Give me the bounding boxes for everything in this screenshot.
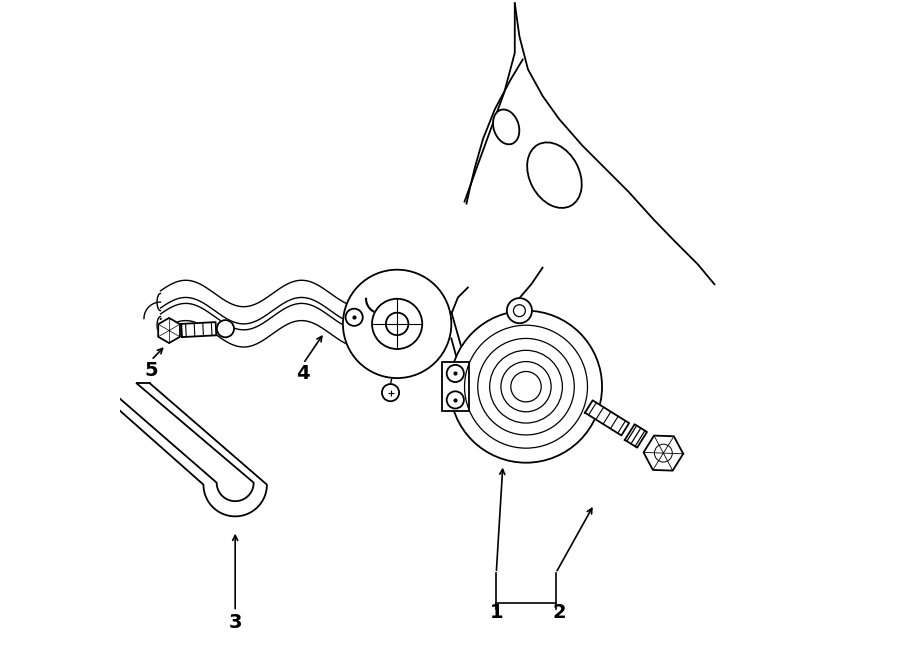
Circle shape xyxy=(450,311,602,463)
Circle shape xyxy=(217,320,234,337)
Circle shape xyxy=(654,444,672,462)
Polygon shape xyxy=(89,383,267,516)
Text: 2: 2 xyxy=(553,603,566,622)
Circle shape xyxy=(490,350,562,423)
Ellipse shape xyxy=(527,142,581,208)
Circle shape xyxy=(386,313,409,335)
Circle shape xyxy=(372,299,422,349)
Circle shape xyxy=(343,270,451,378)
Circle shape xyxy=(514,305,526,317)
Circle shape xyxy=(478,338,574,435)
Ellipse shape xyxy=(493,110,519,144)
Circle shape xyxy=(382,384,399,401)
Polygon shape xyxy=(644,436,683,471)
Circle shape xyxy=(446,365,464,382)
Circle shape xyxy=(346,309,363,326)
Circle shape xyxy=(507,298,532,323)
Polygon shape xyxy=(158,318,180,343)
Text: 5: 5 xyxy=(144,361,158,379)
Text: 1: 1 xyxy=(490,603,503,622)
Polygon shape xyxy=(585,401,629,436)
Circle shape xyxy=(464,325,588,448)
Bar xyxy=(442,362,469,411)
Circle shape xyxy=(511,371,541,402)
Text: 4: 4 xyxy=(296,364,310,383)
Polygon shape xyxy=(181,322,216,337)
Polygon shape xyxy=(625,424,647,447)
Text: 3: 3 xyxy=(229,613,242,632)
Circle shape xyxy=(501,362,551,412)
Circle shape xyxy=(446,391,464,408)
